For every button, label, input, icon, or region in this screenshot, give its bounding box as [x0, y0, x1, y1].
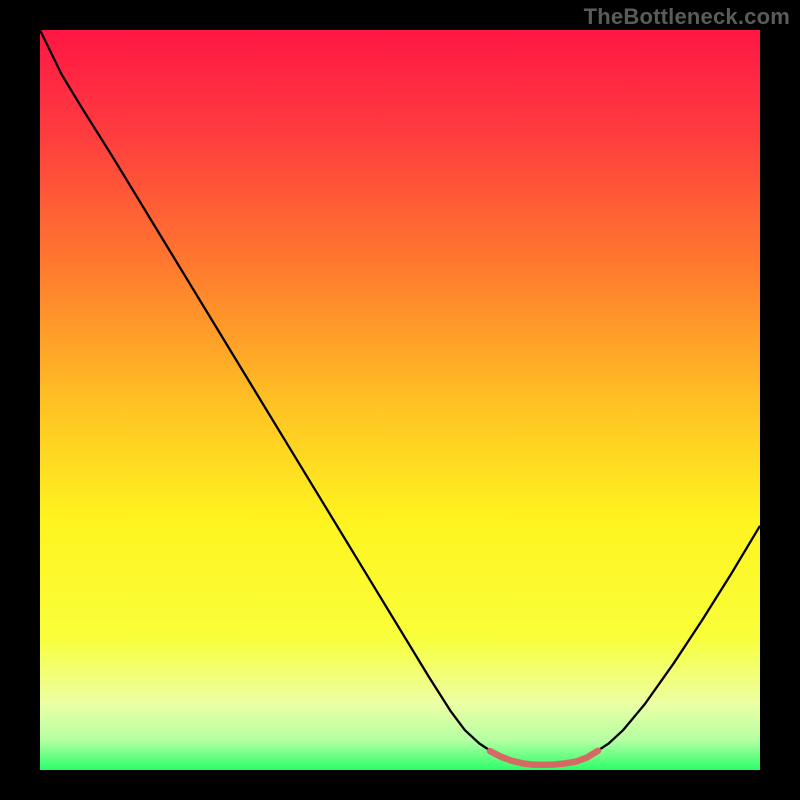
marker-band [490, 751, 598, 765]
bottleneck-curve [40, 30, 760, 765]
chart-frame: TheBottleneck.com [0, 0, 800, 800]
curve-svg [40, 30, 760, 770]
plot-area [40, 30, 760, 770]
watermark-text: TheBottleneck.com [584, 4, 790, 30]
